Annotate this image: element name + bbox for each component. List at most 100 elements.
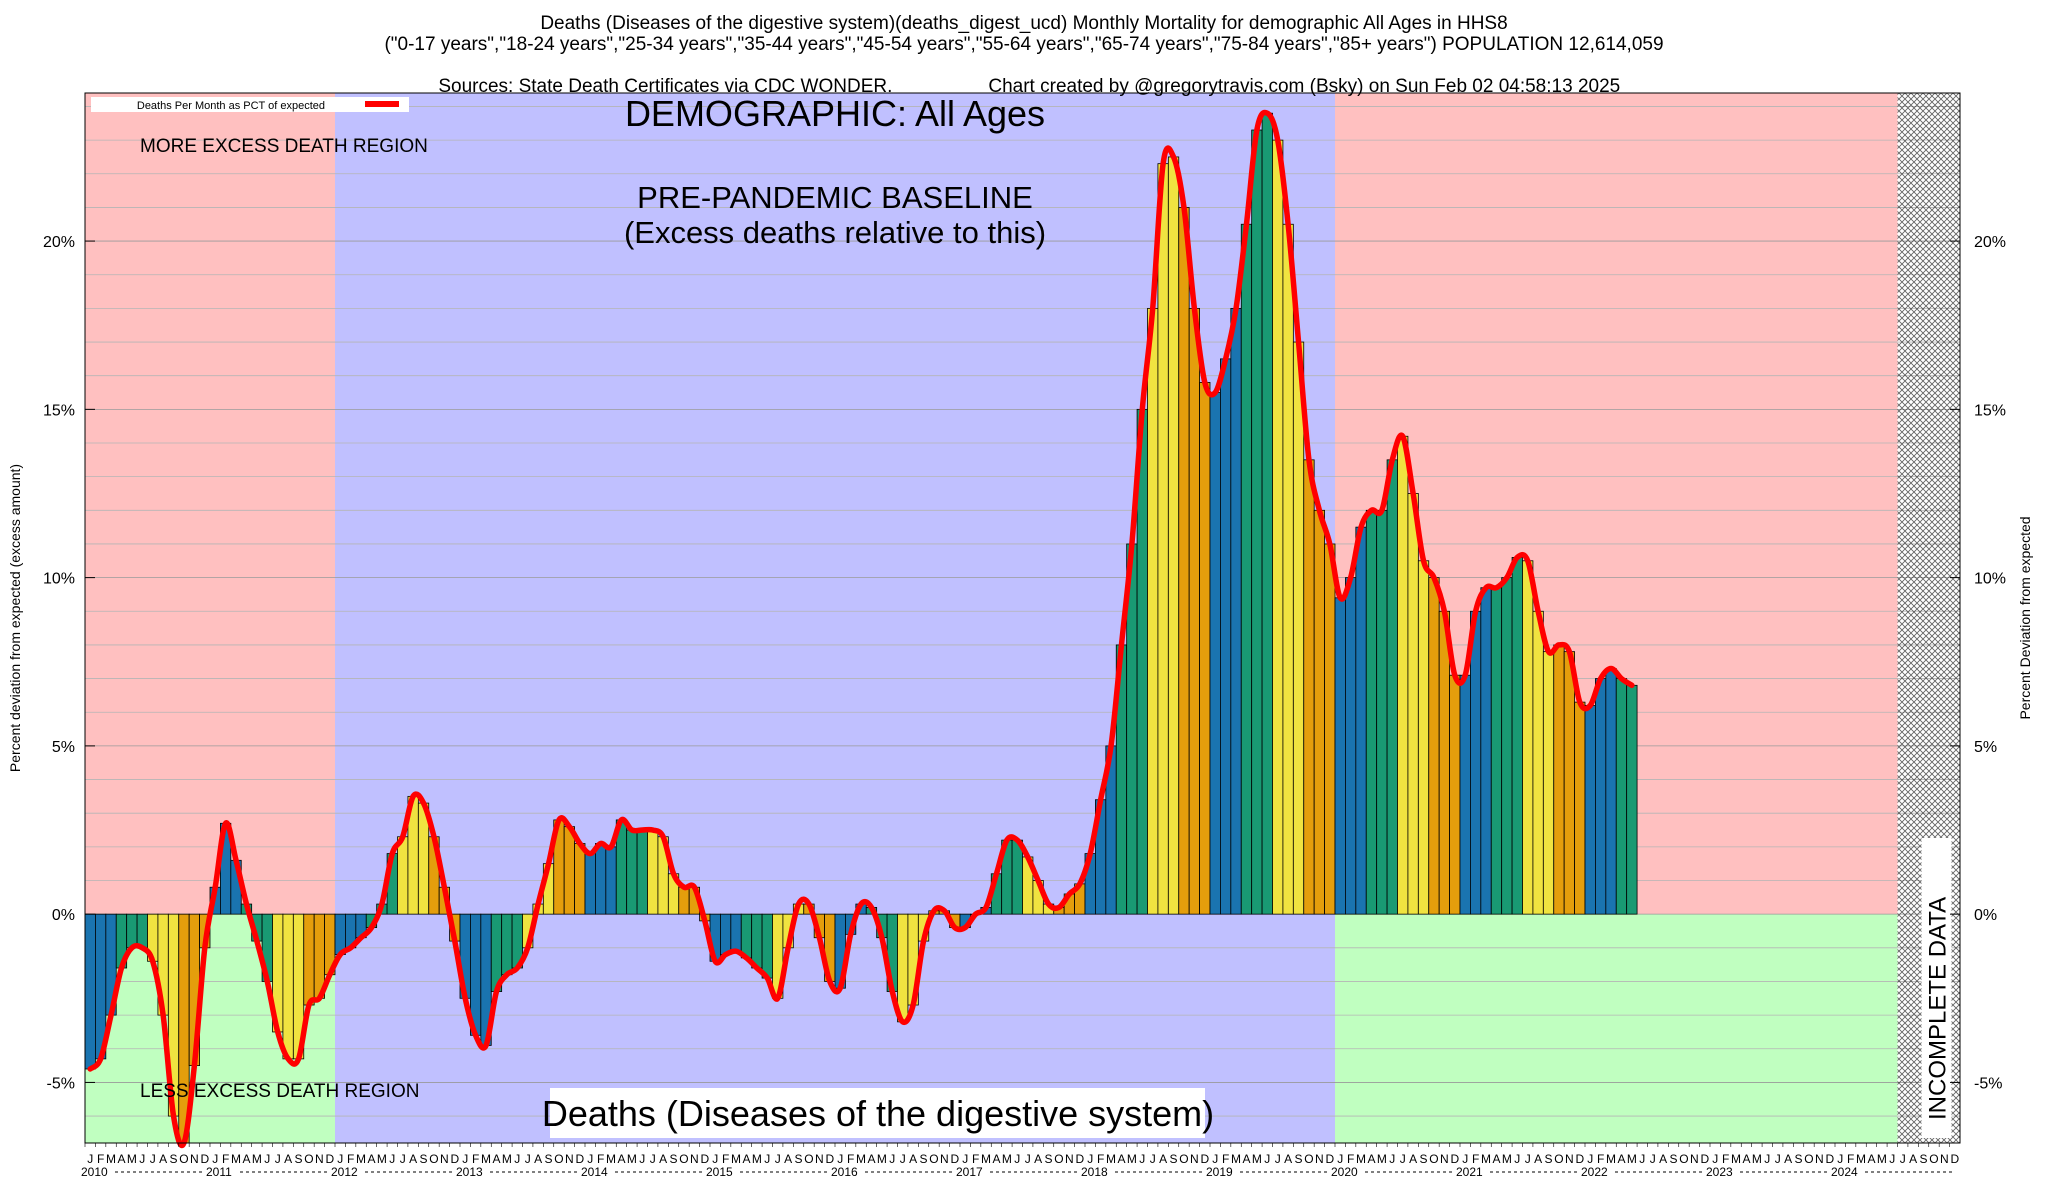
bar [1595,678,1607,915]
month-label: D [825,1152,834,1166]
month-label: A [1492,1152,1500,1166]
year-label: 2021 [1456,1165,1483,1179]
more-excess-region-label: MORE EXCESS DEATH REGION [140,136,428,157]
bar [584,853,596,915]
month-label: M [231,1152,241,1166]
bar [1615,678,1628,915]
month-label: N [815,1152,824,1166]
month-label: M [1377,1152,1387,1166]
year-label: 2011 [206,1165,232,1179]
month-label: J [139,1152,145,1166]
month-label: A [1117,1152,1125,1166]
month-label: M [1731,1152,1741,1166]
month-label: O [1054,1152,1063,1166]
year-label: 2019 [1206,1165,1233,1179]
month-label: M [1002,1152,1012,1166]
month-label: J [514,1152,520,1166]
month-label: J [1275,1152,1281,1166]
month-label: J [1775,1152,1781,1166]
month-label: M [856,1152,866,1166]
bar [282,913,294,1060]
month-label: A [159,1152,167,1166]
ytick-label-left: 20% [43,234,75,251]
month-label: A [1409,1152,1417,1166]
ytick-label-right: 0% [1974,907,1997,924]
y-axis-title-right: Percent Deviation from expected [2017,516,2033,719]
month-label: S [170,1152,178,1166]
bar [501,913,513,976]
ytick-label-left: 10% [43,571,75,588]
baseline-label-line1: PRE-PANDEMIC BASELINE [637,180,1033,215]
month-label: D [1075,1152,1084,1166]
baseline-label-line2: (Excess deaths relative to this) [624,215,1046,250]
less-excess-region-label: LESS EXCESS DEATH REGION [140,1081,419,1102]
bar [761,913,773,979]
month-label: A [492,1152,500,1166]
month-label: M [356,1152,366,1166]
month-label: A [242,1152,250,1166]
month-label: F [1472,1152,1479,1166]
bar [1553,644,1565,915]
year-label: 2015 [706,1165,733,1179]
bar [1449,674,1461,915]
bar [1209,392,1221,915]
month-label: A [909,1152,917,1166]
month-label: D [575,1152,584,1166]
month-label: A [1284,1152,1292,1166]
month-label: O [1429,1152,1438,1166]
month-label: O [1179,1152,1188,1166]
month-label: N [190,1152,199,1166]
chart-subtitle-demographics: ("0-17 years","18-24 years","25-34 years… [384,34,1664,55]
bar [1417,560,1430,915]
y-axis-title-left: Percent deviation from expected (excess … [7,464,23,772]
credit-text: Chart created by @gregorytravis.com (Bsk… [988,76,1621,97]
month-label: J [1639,1152,1645,1166]
bar [1522,560,1534,915]
month-label: A [992,1152,1000,1166]
month-label: J [264,1152,270,1166]
month-label: M [1856,1152,1866,1166]
month-label: M [1252,1152,1262,1166]
month-label: J [212,1152,218,1166]
month-label: D [325,1152,334,1166]
month-label: N [1065,1152,1074,1166]
bar [1397,435,1409,915]
month-label: A [742,1152,750,1166]
month-label: A [1659,1152,1667,1166]
month-label: A [1867,1152,1875,1166]
bar [636,829,648,915]
bar [1355,526,1367,915]
month-label: D [1700,1152,1709,1166]
month-label: M [481,1152,491,1166]
bar [1011,839,1023,915]
month-label: N [1440,1152,1449,1166]
bar [1220,358,1232,915]
bar [1272,139,1284,915]
month-label: J [1400,1152,1406,1166]
bar [595,843,607,915]
month-label: S [420,1152,428,1166]
month-label: M [1502,1152,1512,1166]
ytick-label-right: 5% [1974,739,1997,756]
month-label: A [1617,1152,1625,1166]
region-0 [85,93,335,915]
series-line [87,109,1635,1149]
year-label: 2022 [1581,1165,1608,1179]
month-label: M [752,1152,762,1166]
year-label: 2020 [1331,1165,1358,1179]
month-label: O [1929,1152,1938,1166]
bar [1490,587,1503,915]
month-label: M [252,1152,262,1166]
month-label: A [1242,1152,1250,1166]
month-label: S [1420,1152,1428,1166]
month-label: J [1837,1152,1843,1166]
ytick-label-left: 5% [52,739,75,756]
month-label: M [877,1152,887,1166]
bar [1147,307,1159,915]
month-label: O [179,1152,188,1166]
month-label: J [962,1152,968,1166]
bar [574,843,586,915]
month-label: F [1097,1152,1104,1166]
month-label: N [565,1152,574,1166]
month-label: A [617,1152,625,1166]
